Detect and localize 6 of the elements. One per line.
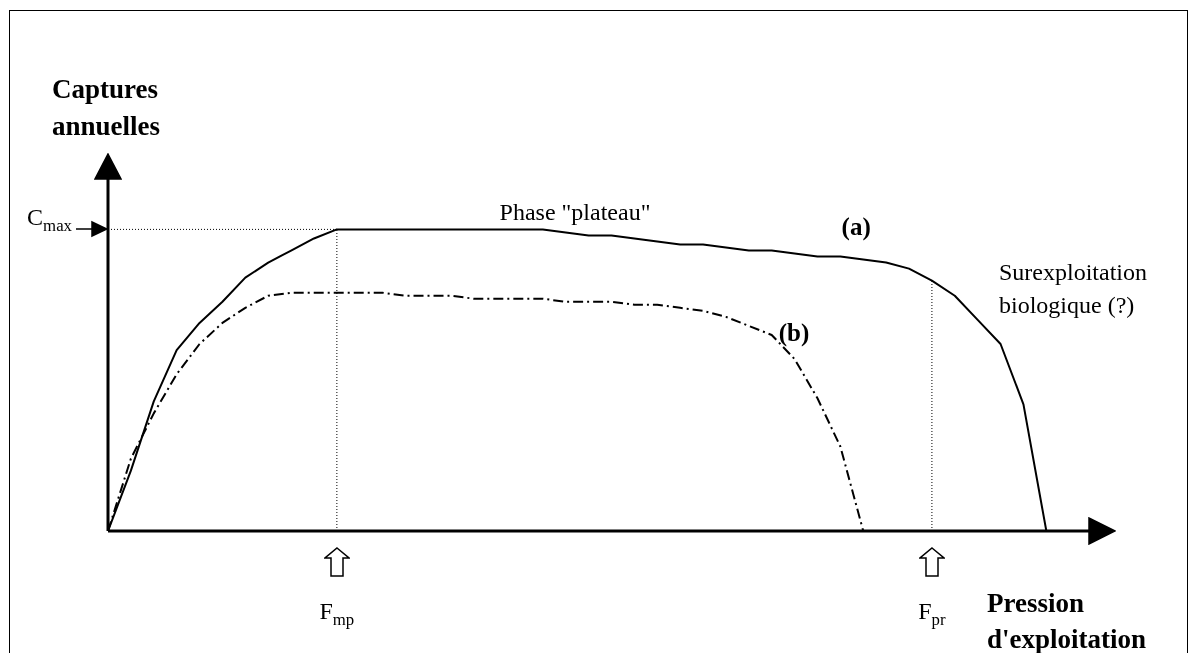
x-axis-title: Pression d'exploitation <box>987 588 1147 653</box>
annotation: Surexploitation biologique (?) <box>999 258 1147 318</box>
text: Phase "plateau" <box>499 199 651 225</box>
series-label: (a) <box>841 212 871 241</box>
y-axis-title: Captures annuelles <box>52 74 161 141</box>
series-label: (b) <box>778 318 810 347</box>
